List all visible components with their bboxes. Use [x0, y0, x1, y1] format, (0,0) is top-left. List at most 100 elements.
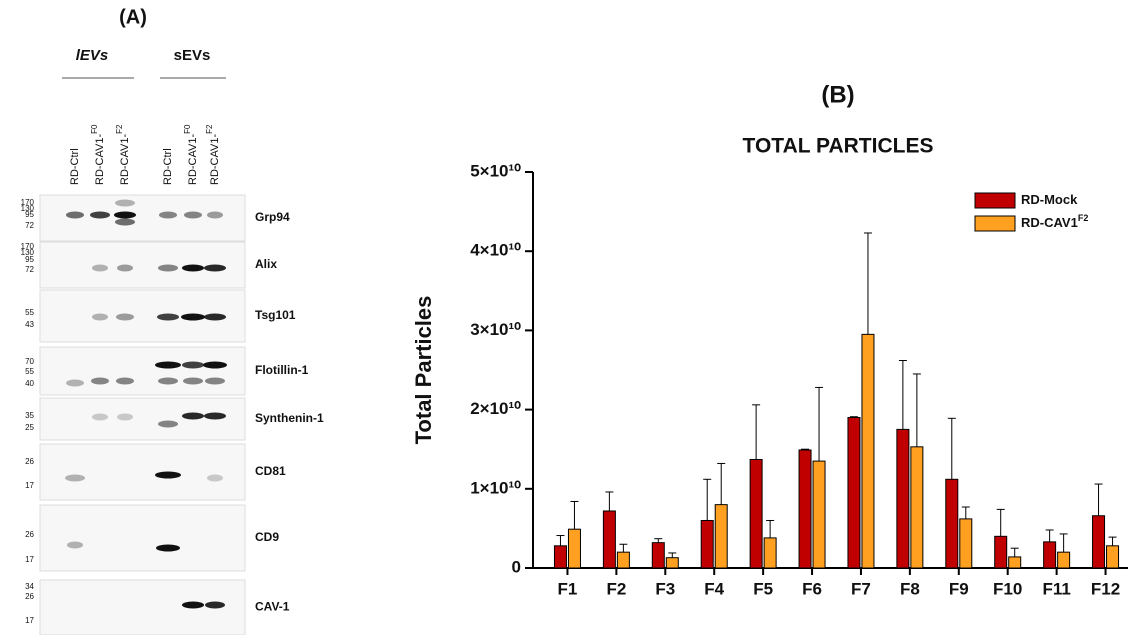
bar	[701, 520, 713, 568]
x-tick-label: F7	[851, 579, 871, 598]
blot-band	[203, 362, 227, 369]
blot-name: CAV-1	[255, 600, 290, 614]
blot-frame	[40, 444, 245, 500]
blot-band	[114, 212, 136, 219]
lane-label: RD-CAV1-F0	[183, 124, 199, 185]
blot-band	[182, 362, 204, 369]
lane-label: RD-Ctrl	[69, 148, 81, 185]
blot-band	[205, 378, 225, 385]
blot-band	[182, 265, 204, 272]
x-tick-label: F8	[900, 579, 920, 598]
bar	[960, 519, 972, 568]
bar	[995, 536, 1007, 568]
panel-b-label: (B)	[821, 81, 854, 108]
mw-marker: 95	[25, 255, 34, 264]
mw-marker: 17	[25, 555, 34, 564]
lane-label: RD-CAV1-F2	[115, 124, 131, 185]
mw-marker: 43	[25, 320, 34, 329]
blot-band	[115, 219, 135, 226]
lane-label: RD-CAV1-F0	[90, 124, 106, 185]
blot-band	[207, 212, 223, 219]
bar	[568, 529, 580, 568]
legend-swatch	[975, 193, 1015, 208]
mw-marker: 35	[25, 411, 34, 420]
blot-band	[182, 602, 204, 609]
x-tick-label: F1	[558, 579, 578, 598]
blot-band	[184, 212, 202, 219]
group-label: lEVs	[76, 47, 109, 64]
blot-name: Synthenin-1	[255, 411, 324, 425]
bar	[554, 546, 566, 568]
mw-marker: 26	[25, 530, 34, 539]
lane-sup: F2	[205, 124, 214, 134]
bar	[1107, 546, 1119, 568]
bar	[1058, 552, 1070, 568]
group-label: sEVs	[174, 47, 211, 64]
blot-band	[117, 265, 133, 272]
y-tick-label: 3×10¹⁰	[470, 320, 521, 339]
y-tick-label: 0	[512, 557, 521, 576]
blot-name: Alix	[255, 257, 277, 271]
blot-band	[155, 362, 181, 369]
blot-band	[207, 475, 223, 482]
lane-text: RD-Ctrl	[69, 148, 81, 185]
y-tick-label: 1×10¹⁰	[470, 478, 521, 497]
mw-marker: 25	[25, 423, 34, 432]
blot-band	[92, 265, 108, 272]
chart-title: TOTAL PARTICLES	[743, 135, 934, 158]
x-tick-label: F12	[1091, 579, 1120, 598]
lane-text: RD-CAV1-	[209, 134, 221, 185]
blot-band	[67, 542, 83, 549]
legend-text: RD-CAV1	[1021, 215, 1078, 230]
lane-text: RD-CAV1-	[94, 134, 106, 185]
x-tick-label: F2	[606, 579, 626, 598]
mw-marker: 95	[25, 210, 34, 219]
bar	[1009, 557, 1021, 568]
blot-frame	[40, 505, 245, 571]
bar	[946, 479, 958, 568]
figure: (A) lEVs sEVs (B) TOTAL PARTICLES Total …	[0, 0, 1137, 635]
blot-band	[65, 475, 85, 482]
blot-band	[92, 414, 108, 421]
blot-band	[155, 472, 181, 479]
blot-band	[158, 265, 178, 272]
x-tick-label: F11	[1042, 579, 1070, 598]
blot-frame	[40, 347, 245, 395]
bar	[750, 459, 762, 568]
bar	[603, 511, 615, 568]
blot-band	[157, 314, 179, 321]
blot-name: CD81	[255, 464, 286, 478]
bar	[911, 447, 923, 568]
blot-band	[158, 421, 178, 428]
bar	[848, 418, 860, 568]
mw-marker: 26	[25, 457, 34, 466]
x-tick-label: F3	[655, 579, 675, 598]
lane-label: RD-CAV1-F2	[205, 124, 221, 185]
mw-marker: 70	[25, 357, 34, 366]
y-tick-label: 5×10¹⁰	[470, 161, 521, 180]
bar	[813, 461, 825, 568]
legend-label: RD-CAV1F2	[1021, 213, 1088, 230]
bar	[617, 552, 629, 568]
y-tick-label: 2×10¹⁰	[470, 399, 521, 418]
blot-name: CD9	[255, 530, 279, 544]
mw-marker: 72	[25, 221, 34, 230]
bar	[652, 543, 664, 568]
bar	[1093, 516, 1105, 568]
x-tick-label: F5	[753, 579, 773, 598]
mw-marker: 17	[25, 616, 34, 625]
blot-band	[204, 413, 226, 420]
blot-band	[183, 378, 203, 385]
bar	[715, 505, 727, 568]
mw-marker: 72	[25, 265, 34, 274]
bar	[897, 429, 909, 568]
legend-text: RD-Mock	[1021, 192, 1078, 207]
blot-band	[159, 212, 177, 219]
bar	[764, 538, 776, 568]
blot-band	[115, 200, 135, 207]
blot-band	[66, 380, 84, 387]
blot-band	[182, 413, 204, 420]
blot-band	[91, 378, 109, 385]
blot-band	[156, 545, 180, 552]
lane-sup: F0	[90, 124, 99, 134]
